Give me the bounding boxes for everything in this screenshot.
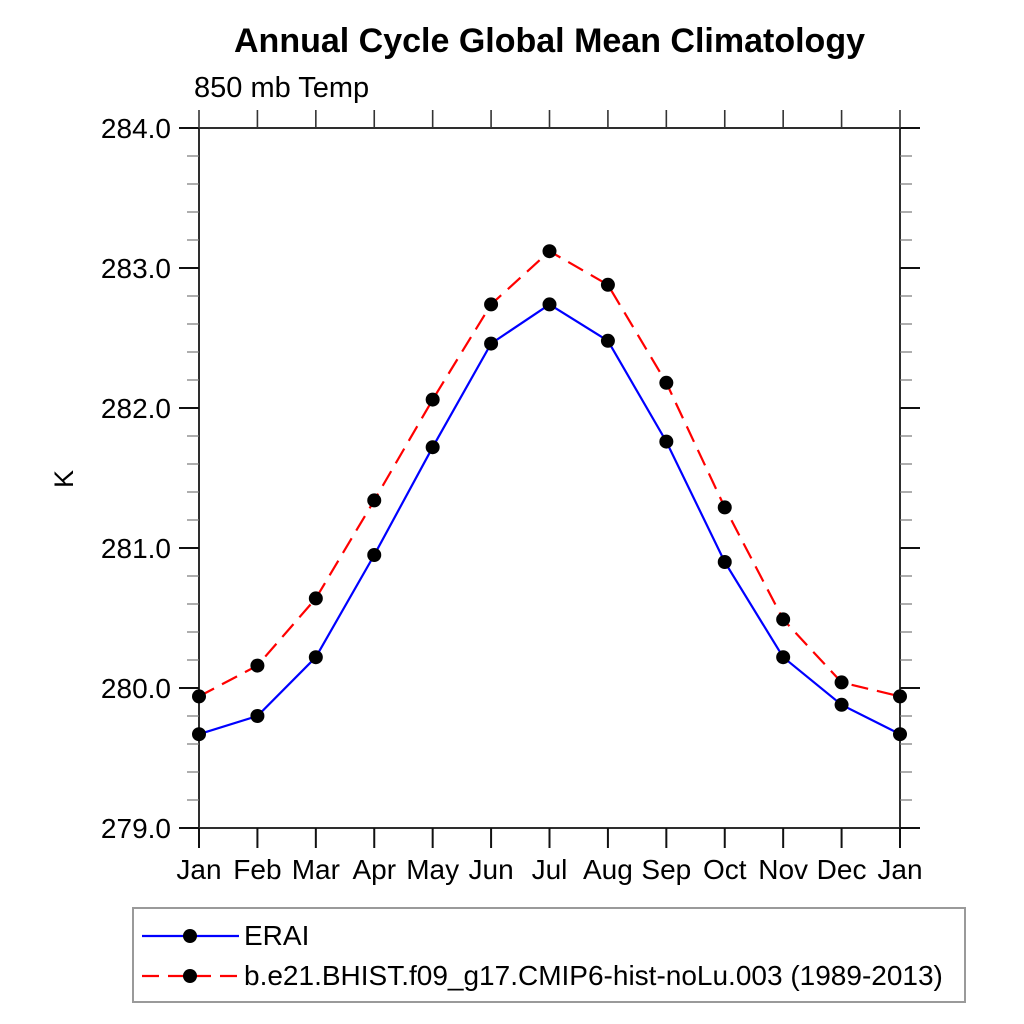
legend-label-model: b.e21.BHIST.f09_g17.CMIP6-hist-noLu.003 … xyxy=(244,960,943,991)
data-point xyxy=(250,709,265,723)
data-point xyxy=(308,591,323,606)
data-point xyxy=(659,434,674,449)
data-point xyxy=(425,440,440,455)
x-tick-label: Mar xyxy=(292,854,340,885)
data-point xyxy=(893,689,907,704)
data-point xyxy=(834,675,849,690)
legend-marker-icon xyxy=(183,929,197,943)
data-point xyxy=(367,548,382,562)
x-tick-label: Jan xyxy=(877,854,922,885)
data-point xyxy=(484,297,499,312)
x-tick-label: Aug xyxy=(583,854,633,885)
data-point xyxy=(776,650,791,665)
legend-item-model: b.e21.BHIST.f09_g17.CMIP6-hist-noLu.003 … xyxy=(139,956,964,996)
x-tick-label: Jan xyxy=(176,854,221,885)
x-tick-label: Feb xyxy=(233,854,281,885)
data-point xyxy=(717,555,732,569)
y-tick-label: 283.0 xyxy=(101,253,171,284)
data-point xyxy=(250,658,265,673)
y-tick-label: 284.0 xyxy=(101,113,171,144)
y-tick-label: 280.0 xyxy=(101,673,171,704)
x-tick-label: Jul xyxy=(532,854,568,885)
data-point xyxy=(717,500,732,515)
data-point xyxy=(542,297,557,312)
chart-title: Annual Cycle Global Mean Climatology xyxy=(234,22,865,60)
data-point xyxy=(659,375,674,390)
x-tick-label: Sep xyxy=(641,854,691,885)
x-tick-label: Dec xyxy=(817,854,867,885)
series-line-0 xyxy=(198,303,901,736)
plot-frame xyxy=(198,127,901,829)
data-point xyxy=(893,727,907,742)
data-point xyxy=(776,612,791,627)
x-tick-label: May xyxy=(406,854,459,885)
chart-subtitle: 850 mb Temp xyxy=(194,72,370,104)
legend-swatch-model xyxy=(142,969,239,983)
x-tick-label: Oct xyxy=(703,854,747,885)
series-line-1 xyxy=(198,249,901,698)
legend-item-erai: ERAI xyxy=(139,916,964,956)
legend-label-erai: ERAI xyxy=(244,920,310,951)
data-point xyxy=(834,697,849,712)
y-tick-label: 282.0 xyxy=(101,393,171,424)
data-point xyxy=(484,336,499,351)
legend: ERAI b.e21.BHIST.f09_g17.CMIP6-hist-noLu… xyxy=(132,907,966,1003)
data-point xyxy=(308,650,323,665)
data-point xyxy=(542,244,557,259)
data-point xyxy=(600,333,615,348)
x-tick-label: Apr xyxy=(352,854,396,885)
legend-marker-icon xyxy=(183,969,197,983)
y-tick-label: 279.0 xyxy=(101,813,171,844)
legend-swatch-erai xyxy=(142,929,239,943)
x-tick-label: Jun xyxy=(469,854,514,885)
data-point xyxy=(192,727,206,742)
data-point xyxy=(367,493,382,508)
y-tick-label: 281.0 xyxy=(101,533,171,564)
data-point xyxy=(425,392,440,407)
data-point xyxy=(600,277,615,292)
data-point xyxy=(192,689,206,704)
x-tick-label: Nov xyxy=(758,854,808,885)
